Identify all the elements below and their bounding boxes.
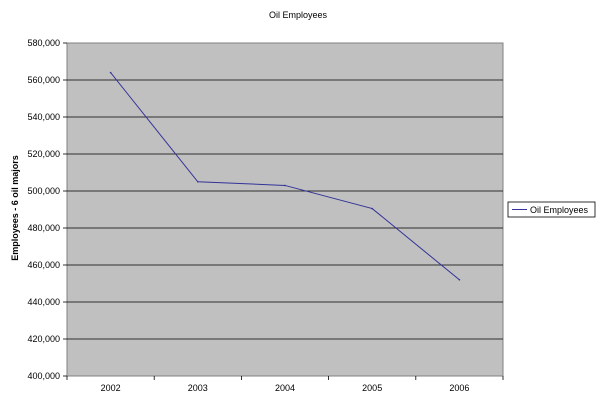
x-axis-ticks: 2002 2003 2004 2005 2006 [66,376,504,393]
legend: Oil Employees [507,201,596,218]
plot-area [66,42,504,377]
data-point [284,184,286,187]
y-tick-label: 580,000 [27,38,60,48]
x-tick-label: 2003 [188,383,208,393]
y-tick-label: 520,000 [27,149,60,159]
y-tick-label: 460,000 [27,260,60,270]
legend-label: Oil Employees [530,205,589,215]
y-tick-label: 420,000 [27,334,60,344]
y-tick-label: 560,000 [27,75,60,85]
x-tick-label: 2002 [101,383,121,393]
y-axis-ticks: 400,000 420,000 440,000 460,000 480,000 500,0… [27,38,67,381]
x-tick-label: 2004 [275,383,295,393]
data-point [109,71,112,74]
chart-title: Oil Employees [269,10,328,20]
y-tick-label: 540,000 [27,112,60,122]
y-axis-title: Employees - 6 oil majors [10,155,20,261]
y-tick-label: 440,000 [27,297,60,307]
data-point [197,180,199,183]
series-layer [109,71,461,281]
y-tick-label: 480,000 [27,223,60,233]
gridlines [67,79,503,340]
legend-box [507,201,596,218]
x-tick-label: 2006 [449,383,469,393]
x-tick-label: 2005 [362,383,382,393]
data-point [371,207,374,210]
y-tick-label: 500,000 [27,186,60,196]
data-point [458,279,461,281]
y-tick-label: 400,000 [27,371,60,381]
